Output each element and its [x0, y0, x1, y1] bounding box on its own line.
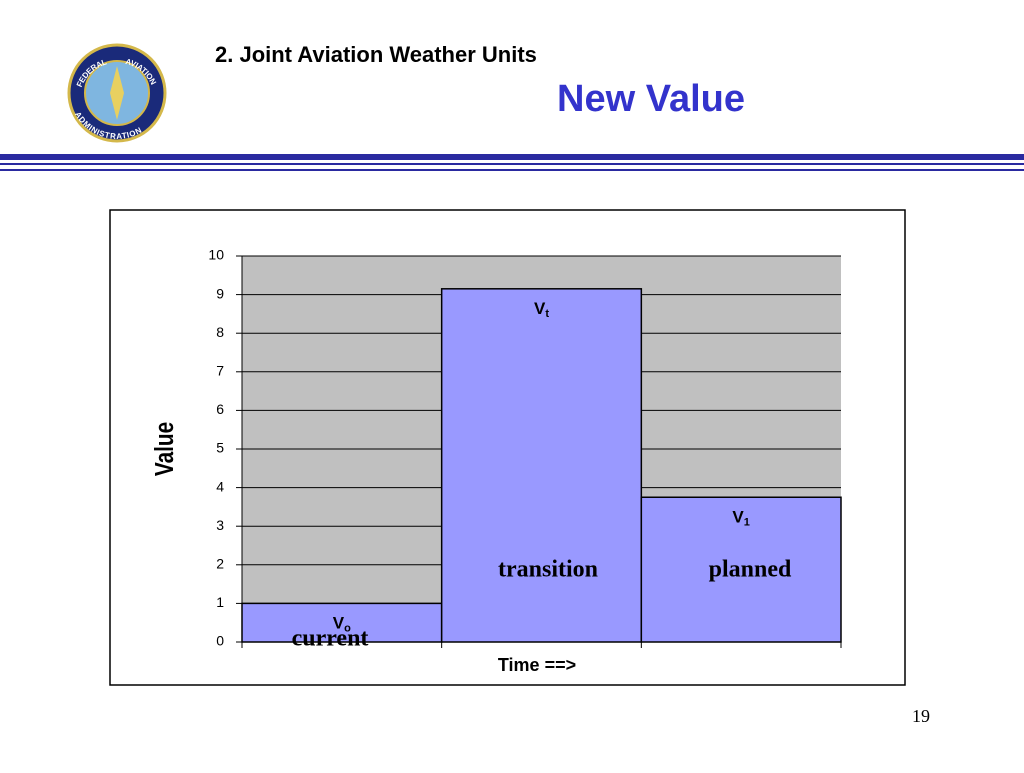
- bar-label: V1: [732, 508, 749, 528]
- y-tick-label: 2: [216, 556, 224, 572]
- page-number: 19: [912, 706, 930, 726]
- bar-label-sub: o: [344, 622, 351, 634]
- bar-label-sub: t: [545, 308, 549, 320]
- bar-label-main: V: [333, 614, 345, 633]
- y-tick-label: 8: [216, 324, 224, 340]
- bar-label-sub: 1: [744, 516, 750, 528]
- annotation: current: [292, 626, 369, 652]
- slide-title: New Value: [557, 78, 745, 120]
- annotation: planned: [709, 557, 792, 583]
- section-title: 2. Joint Aviation Weather Units: [215, 42, 537, 67]
- y-tick-label: 4: [216, 478, 224, 494]
- y-tick-label: 7: [216, 363, 224, 379]
- y-tick-label: 1: [216, 594, 224, 610]
- rule: [0, 154, 1024, 160]
- bar: [640, 496, 842, 643]
- bar: [440, 288, 643, 643]
- y-tick-label: 6: [216, 401, 224, 417]
- y-tick-label: 5: [216, 440, 224, 456]
- y-tick-label: 10: [208, 247, 224, 263]
- bar-label-main: V: [534, 299, 546, 318]
- y-tick-label: 9: [216, 285, 224, 301]
- bar-label: Vo: [333, 614, 351, 634]
- rule: [0, 169, 1024, 171]
- bar-label: Vt: [534, 299, 549, 319]
- annotation: transition: [498, 557, 598, 583]
- faa-logo: FEDERAL AVIATION ADMINISTRATION: [67, 43, 167, 143]
- logo-emblem: [110, 66, 124, 120]
- x-axis-label: Time ==>: [498, 655, 576, 675]
- rule: [0, 163, 1024, 165]
- bar-label-main: V: [732, 508, 744, 527]
- y-tick-label: 0: [216, 633, 224, 649]
- y-tick-label: 3: [216, 517, 224, 533]
- y-axis-label: Value: [150, 422, 179, 476]
